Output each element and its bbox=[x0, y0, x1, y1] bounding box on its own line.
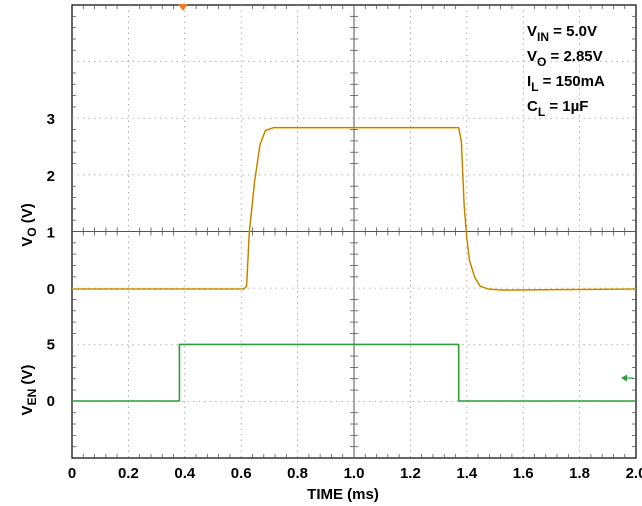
y-axis-label: VO (V) bbox=[19, 203, 39, 247]
x-tick-label: 0.8 bbox=[287, 465, 308, 482]
x-axis-label: TIME (ms) bbox=[307, 486, 379, 503]
y-tick-label: 0 bbox=[47, 393, 55, 410]
condition-annotation: VIN = 5.0V bbox=[527, 23, 597, 44]
x-tick-label: 0 bbox=[68, 465, 76, 482]
labels: 0 1 2 3 0 5 VO (V) VEN (V) 0 0.2 0.4 0.6 0.8 1.0 1.2 1.… bbox=[19, 23, 642, 503]
y-tick-label: 3 bbox=[47, 111, 55, 128]
x-tick-label: 1.2 bbox=[400, 465, 421, 482]
y-tick-label: 5 bbox=[47, 336, 55, 353]
y-tick-label: 1 bbox=[47, 224, 55, 241]
x-tick-label: 1.0 bbox=[344, 465, 365, 482]
x-tick-label: 1.4 bbox=[456, 465, 478, 482]
condition-annotation: IL = 150mA bbox=[527, 73, 605, 94]
x-tick-label: 2.0 bbox=[626, 465, 642, 482]
y-axis-label: VEN (V) bbox=[19, 365, 39, 416]
y-tick-label: 2 bbox=[47, 168, 55, 185]
x-tick-label: 0.2 bbox=[118, 465, 139, 482]
x-tick-label: 1.8 bbox=[569, 465, 590, 482]
x-tick-label: 0.6 bbox=[231, 465, 252, 482]
y-tick-label: 0 bbox=[47, 281, 55, 298]
condition-annotation: VO = 2.85V bbox=[527, 48, 603, 69]
x-tick-label: 1.6 bbox=[513, 465, 534, 482]
x-tick-label: 0.4 bbox=[174, 465, 196, 482]
trigger-position-marker bbox=[178, 4, 188, 11]
